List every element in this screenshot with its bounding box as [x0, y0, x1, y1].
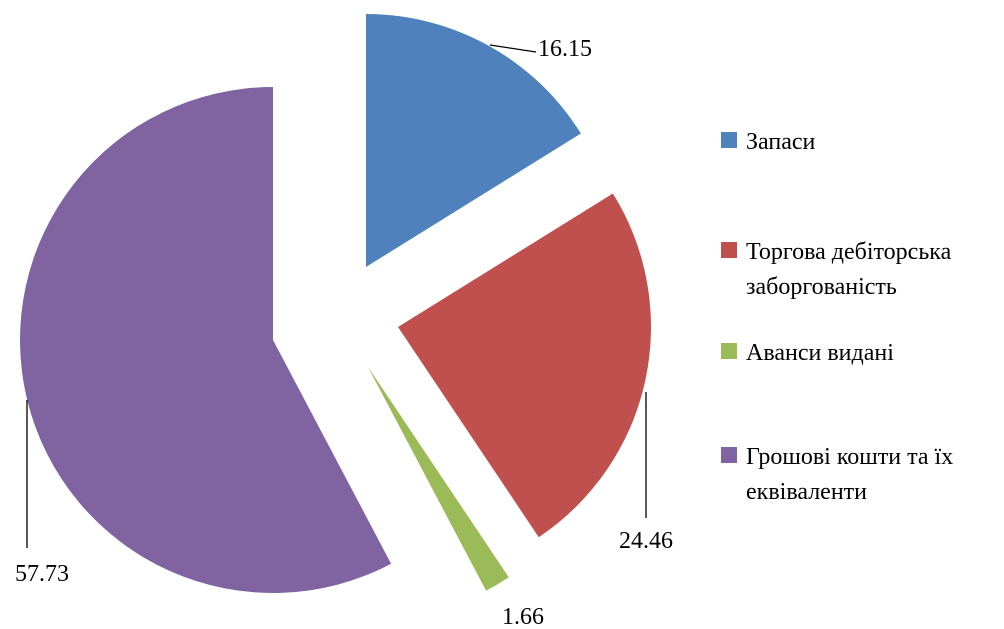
legend-swatch-3: [721, 343, 737, 359]
legend-swatch-2: [721, 242, 737, 258]
legend: Запаси Торгова дебіторська заборгованість А…: [721, 129, 953, 505]
legend-label-2: Торгова дебіторська заборгованість: [746, 239, 952, 300]
data-label-3: 1.66: [502, 604, 544, 629]
data-labels: 16.15 24.46 1.66 57.73: [15, 36, 673, 629]
pie-slices: [20, 14, 651, 593]
legend-label-3: Аванси видані: [746, 340, 894, 366]
data-label-4: 57.73: [15, 561, 69, 587]
leader-lines: [26, 44, 647, 548]
pie-slice-2: [398, 193, 651, 538]
pie-slice-4: [20, 87, 392, 593]
data-label-1: 16.15: [538, 36, 592, 62]
pie-slice-3: [368, 367, 509, 591]
data-label-2: 24.46: [619, 528, 673, 554]
pie-slice-1: [366, 14, 581, 267]
legend-label-1: Запаси: [746, 129, 816, 155]
legend-label-4: Грошові кошти та їх еквіваленти: [746, 444, 953, 505]
legend-swatch-1: [721, 132, 737, 148]
leader-line-1: [489, 44, 537, 53]
legend-swatch-4: [721, 447, 737, 463]
